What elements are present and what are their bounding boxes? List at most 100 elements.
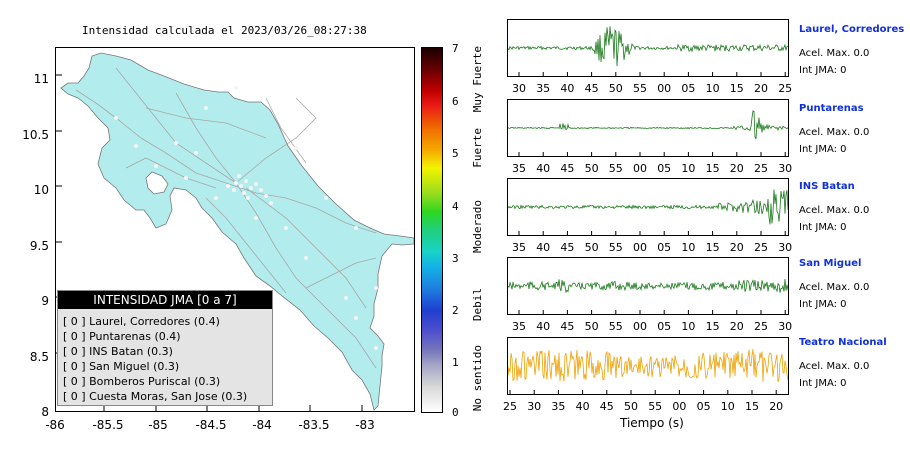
trace-panel[interactable]	[507, 99, 789, 157]
time-axis-label: Tiempo (s)	[620, 416, 684, 430]
trace-tick-label: 15	[705, 320, 720, 333]
trace-tick-label: 30	[778, 241, 793, 254]
trace-tick-label: 30	[778, 320, 793, 333]
trace-tick-label: 45	[560, 241, 575, 254]
map-ytick: 10	[33, 183, 49, 197]
station-acel: Acel. Max. 0.0	[799, 361, 870, 372]
map-title: Intensidad calculada el 2023/03/26_08:27…	[82, 24, 367, 37]
scale-tick: 1	[452, 356, 459, 369]
trace-tick-label: 40	[536, 241, 551, 254]
trace-tick-label: 20	[729, 320, 744, 333]
trace-tick-label: 30	[778, 162, 793, 175]
trace-time-ticks: 35 40 45 50 55 00 05 10 15 20 25 30	[507, 320, 793, 334]
map-ytick: 11	[33, 72, 49, 86]
trace-tick-label: 10	[681, 162, 696, 175]
trace-tick-label: 55	[608, 241, 623, 254]
trace-tick-label: 50	[584, 320, 599, 333]
station-acel: Acel. Max. 0.0	[799, 48, 870, 59]
trace-tick-label: 50	[608, 82, 623, 95]
map-xtick: -83.5	[298, 418, 330, 432]
trace-time-ticks: 25 30 35 40 45 50 55 00 05 10 15 20	[503, 400, 789, 414]
map-xtick: -83	[355, 418, 375, 432]
trace-tick-label: 20	[754, 82, 768, 95]
map-xtick: -84.5	[195, 418, 227, 432]
station-jma: Int JMA: 0	[799, 222, 847, 233]
trace-tick-label: 35	[512, 241, 526, 254]
trace-tick-label: 35	[551, 400, 566, 413]
trace-tick-label: 50	[624, 400, 638, 413]
trace-tick-label: 35	[536, 82, 551, 95]
legend-item: [ 0 ] Laurel, Corredores (0.4)	[63, 315, 220, 328]
trace-panel[interactable]	[507, 257, 789, 315]
legend-item: [ 0 ] San Miguel (0.3)	[63, 360, 180, 373]
trace-tick-label: 35	[512, 320, 526, 333]
costa-rica-map	[56, 52, 415, 411]
map-ytick: 10.5	[22, 128, 49, 142]
legend-list: [ 0 ] Laurel, Corredores (0.4) [ 0 ] Pun…	[63, 314, 272, 404]
trace-panel[interactable]	[507, 337, 789, 395]
trace-tick-label: 10	[681, 241, 696, 254]
trace-tick-label: 50	[584, 162, 599, 175]
trace-tick-label: 20	[729, 162, 744, 175]
trace-tick-label: 55	[608, 162, 623, 175]
trace-tick-label: 15	[729, 82, 744, 95]
legend-title: INTENSIDAD JMA [0 a 7]	[58, 291, 272, 309]
trace-tick-label: 25	[754, 162, 768, 175]
scale-tick: 4	[452, 200, 459, 213]
nicoya-gulf	[145, 171, 169, 195]
map-ytick: 8	[41, 405, 49, 419]
trace-tick-label: 55	[608, 320, 623, 333]
trace-tick-label: 25	[778, 82, 793, 95]
station-name-puntarenas: Puntarenas	[799, 103, 864, 114]
trace-time-ticks: 30 35 40 45 50 55 00 05 10 15 20 25	[507, 82, 793, 96]
map-ytick: 9	[41, 294, 49, 308]
scale-label-muy-fuerte: Muy Fuerte	[471, 46, 484, 113]
waveform	[508, 26, 788, 76]
trace-tick-label: 30	[512, 82, 526, 95]
trace-tick-label: 05	[657, 320, 672, 333]
trace-tick-label: 15	[745, 400, 759, 413]
trace-tick-label: 00	[633, 241, 647, 254]
scale-tick: 5	[452, 147, 459, 160]
scale-label-moderado: Moderado	[471, 200, 484, 253]
station-name-ins-batan: INS Batan	[799, 181, 855, 192]
trace-tick-label: 55	[648, 400, 663, 413]
trace-tick-label: 45	[560, 320, 575, 333]
waveform-trace	[508, 110, 788, 140]
trace-tick-label: 40	[536, 162, 551, 175]
map-ytick: 8.5	[29, 350, 49, 364]
legend-item: [ 0 ] Puntarenas (0.4)	[63, 330, 181, 343]
trace-tick-label: 15	[705, 241, 720, 254]
trace-tick-label: 40	[536, 320, 551, 333]
trace-tick-label: 20	[769, 400, 784, 413]
map-xtick: -85	[148, 418, 168, 432]
trace-panel[interactable]	[507, 178, 789, 236]
waveform	[508, 349, 788, 394]
waveform	[508, 189, 788, 235]
scale-tick: 7	[452, 42, 459, 55]
land-outline	[60, 52, 415, 411]
station-jma: Int JMA: 0	[799, 299, 847, 310]
scale-tick: 0	[452, 406, 459, 419]
station-jma: Int JMA: 0	[799, 144, 847, 155]
scale-tick: 6	[452, 95, 459, 108]
trace-tick-label: 55	[633, 82, 647, 95]
trace-tick-label: 05	[696, 400, 711, 413]
trace-panel[interactable]	[507, 19, 789, 77]
scale-tick: 2	[452, 304, 459, 317]
legend-item: [ 0 ] Cuesta Moras, San Jose (0.3)	[63, 390, 248, 403]
trace-time-ticks: 35 40 45 50 55 00 05 10 15 20 25 30	[507, 162, 793, 176]
waveform-trace	[508, 26, 788, 67]
trace-tick-label: 10	[720, 400, 735, 413]
station-jma: Int JMA: 0	[799, 65, 847, 76]
scale-tick: 3	[452, 252, 459, 265]
trace-tick-label: 00	[672, 400, 687, 413]
scale-label-debil: Debil	[471, 288, 484, 322]
trace-tick-label: 10	[705, 82, 720, 95]
trace-tick-label: 50	[584, 241, 599, 254]
waveform-trace	[508, 349, 788, 383]
trace-tick-label: 00	[633, 320, 647, 333]
legend-item: [ 0 ] INS Batan (0.3)	[63, 345, 173, 358]
station-name-teatro-nacional: Teatro Nacional	[799, 337, 887, 348]
trace-tick-label: 45	[560, 162, 575, 175]
